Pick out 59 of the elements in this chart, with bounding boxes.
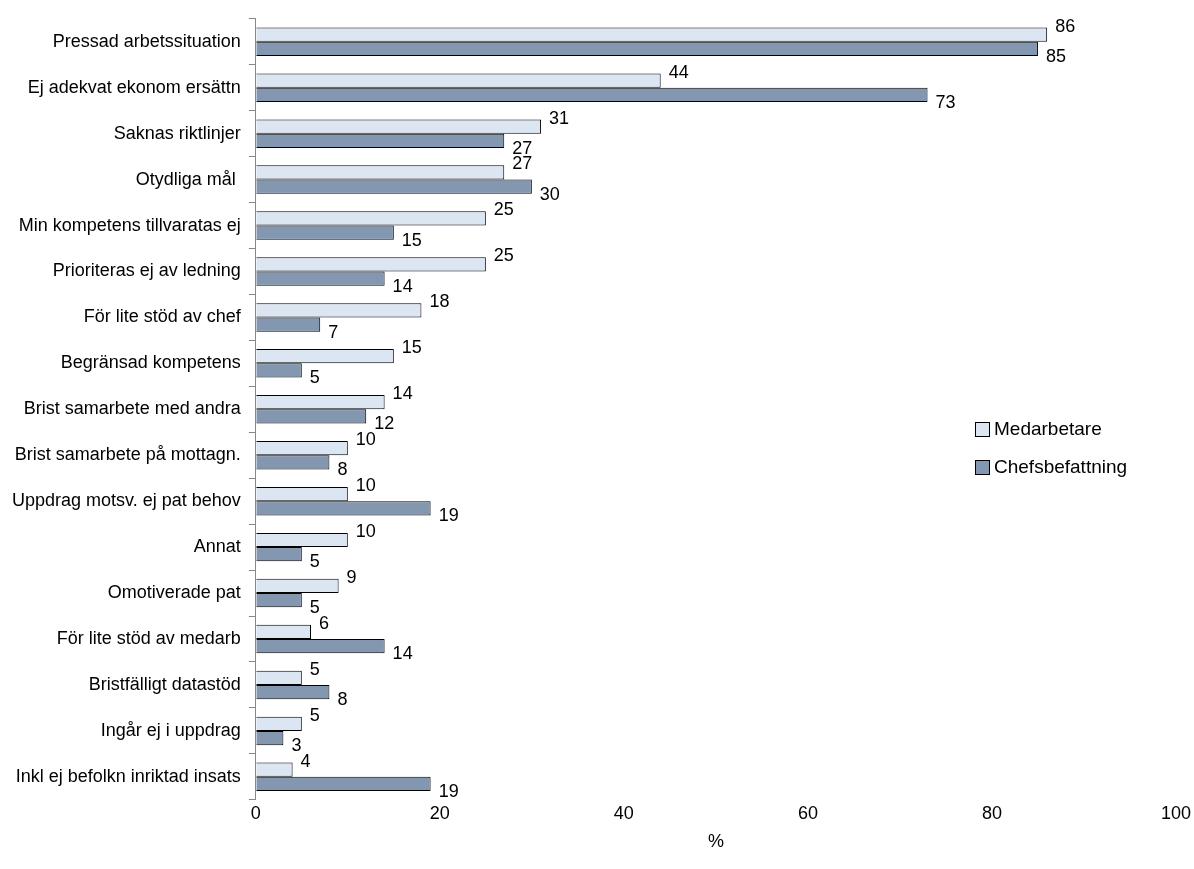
data-label: 86 — [1055, 15, 1076, 36]
data-label: 25 — [493, 199, 514, 220]
y-tick-label: Inkl ej befolkn inriktad insats — [15, 765, 241, 786]
y-tick-label: För lite stöd av chef — [83, 306, 242, 327]
data-label: 19 — [438, 505, 459, 526]
x-tick-label: 60 — [797, 802, 818, 823]
y-tick-label: Bristfälligt datastöd — [88, 673, 241, 694]
y-tick-label: Pressad arbetssituation — [52, 30, 241, 51]
data-label: 31 — [549, 107, 570, 128]
data-label: 27 — [512, 153, 533, 174]
x-tick-label: 20 — [429, 802, 450, 823]
data-label: 9 — [346, 566, 357, 587]
y-tick-label: Prioriteras ej av ledning — [52, 260, 241, 281]
x-tick-label: 40 — [613, 802, 634, 823]
data-label: 5 — [309, 597, 320, 618]
data-label: 73 — [935, 91, 956, 112]
y-tick-label: Ingår ej i uppdrag — [100, 719, 241, 740]
y-tick-label: Ej adekvat ekonom ersättn — [27, 76, 241, 97]
legend-label: Medarbetare — [994, 418, 1102, 440]
data-label: 5 — [309, 551, 320, 572]
data-label: 5 — [309, 704, 320, 725]
data-label: 12 — [374, 413, 395, 434]
y-tick-label: Begränsad kompetens — [60, 352, 241, 373]
data-label: 8 — [337, 459, 348, 480]
data-label: 18 — [429, 291, 450, 312]
y-tick-label: Min kompetens tillvaratas ej — [18, 214, 241, 235]
data-label: 8 — [337, 689, 348, 710]
data-label: 44 — [668, 61, 689, 82]
data-label: 3 — [291, 734, 302, 755]
y-tick-label: Otydliga mål — [135, 168, 241, 189]
data-label: 25 — [493, 245, 514, 266]
data-label: 30 — [539, 183, 560, 204]
x-axis-title: % — [707, 831, 724, 852]
y-tick-label: Brist samarbete på mottagn. — [14, 444, 241, 465]
data-label: 5 — [309, 367, 320, 388]
data-label: 6 — [319, 612, 330, 633]
data-label: 15 — [401, 337, 422, 358]
data-label: 10 — [355, 520, 376, 541]
y-tick-label: Uppdrag motsv. ej pat behov — [12, 490, 241, 511]
data-label: 85 — [1045, 45, 1066, 66]
data-label: 4 — [300, 750, 311, 771]
data-label: 5 — [309, 658, 320, 679]
data-label: 15 — [401, 229, 422, 250]
data-label: 14 — [392, 275, 413, 296]
x-tick-label: 100 — [1160, 802, 1192, 823]
y-tick-label: Saknas riktlinjer — [113, 122, 241, 143]
legend-label: Chefsbefattning — [994, 456, 1128, 478]
y-tick-label: För lite stöd av medarb — [56, 627, 241, 648]
data-label: 10 — [355, 429, 376, 450]
x-tick-label: 0 — [250, 802, 261, 823]
y-tick-label: Brist samarbete med andra — [23, 398, 242, 419]
data-label: 7 — [328, 321, 339, 342]
data-label: 10 — [355, 475, 376, 496]
data-label: 14 — [392, 643, 413, 664]
data-label: 19 — [438, 780, 459, 801]
data-label: 14 — [392, 383, 413, 404]
x-tick-label: 80 — [981, 802, 1002, 823]
y-tick-label: Annat — [193, 536, 241, 557]
y-tick-label: Omotiverade pat — [107, 582, 241, 603]
